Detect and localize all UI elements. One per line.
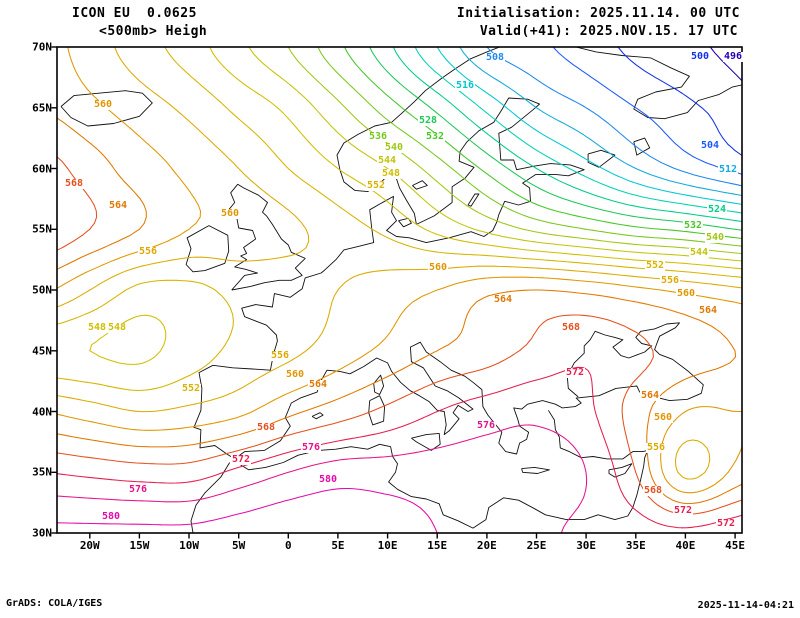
coastline [411, 432, 441, 451]
coastline [412, 180, 428, 190]
contour-516 [436, 47, 742, 205]
coastline [311, 412, 324, 420]
coastline [398, 217, 412, 228]
contour-548 [89, 47, 742, 365]
contour-500 [617, 47, 742, 157]
coastline [587, 149, 616, 168]
coastlines [60, 47, 742, 533]
coastline [633, 137, 651, 156]
contour-532 [343, 47, 742, 240]
coastline [234, 322, 704, 460]
contour-556 [57, 47, 742, 480]
coastline [190, 462, 231, 533]
contour-576 [57, 424, 588, 533]
contour-524 [392, 47, 742, 223]
contour-496 [709, 47, 742, 82]
valid-time: Valid(+41): 2025.NOV.15. 17 UTC [479, 24, 738, 39]
contour-580 [57, 487, 438, 533]
map-frame [56, 46, 743, 534]
coastline [373, 374, 385, 395]
model-title: ICON EU 0.0625 [72, 6, 197, 21]
axis-ticks [51, 46, 736, 539]
contour-564 [57, 117, 742, 505]
coastline [574, 47, 742, 120]
coastline [234, 410, 649, 529]
contour-512 [459, 47, 742, 197]
coastline [368, 395, 386, 426]
init-time: Initialisation: 2025.11.14. 00 UTC [456, 6, 740, 21]
contour-504 [552, 47, 742, 175]
contour-520 [414, 47, 742, 214]
coastline [521, 466, 550, 474]
field-title: <500mb> Heigh [99, 24, 208, 39]
contour-552 [57, 47, 742, 391]
coastline [193, 47, 585, 460]
contour-536 [317, 47, 742, 247]
contour-540 [287, 47, 742, 255]
grads-credit: GrADS: COLA/IGES [6, 598, 103, 609]
coastline [60, 90, 153, 127]
contour-568 [57, 156, 742, 515]
coastline [228, 183, 306, 291]
coastline [608, 463, 633, 478]
contour-508 [486, 47, 742, 187]
coastline [185, 225, 230, 273]
creation-timestamp: 2025-11-14-04:21 [697, 600, 794, 611]
coastline [467, 193, 480, 207]
contour-lines [57, 47, 742, 533]
